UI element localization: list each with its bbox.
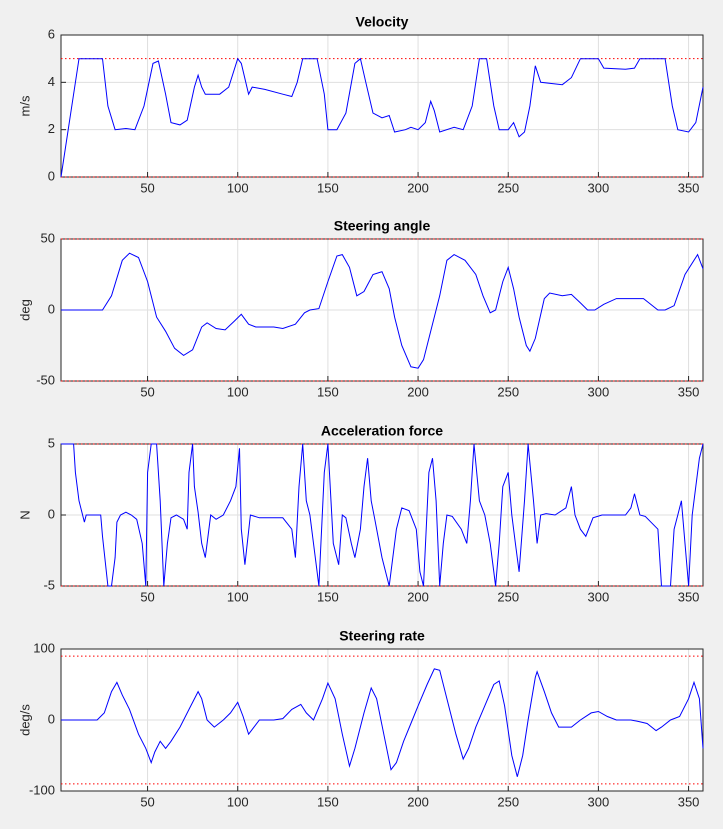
x-tick-label: 300 (588, 589, 610, 604)
x-tick-label: 350 (678, 384, 700, 399)
y-tick-label: 0 (48, 506, 55, 521)
x-tick-label: 350 (678, 589, 700, 604)
x-tick-label: 250 (497, 384, 519, 399)
x-tick-label: 50 (140, 384, 154, 399)
x-tick-label: 150 (317, 794, 339, 809)
y-axis-label: deg (17, 299, 32, 321)
subplot: 50 100 150 200 250 300 350 -100 0 100 Steering rat… (17, 628, 704, 809)
subplot: 50 100 150 200 250 300 350 0 2 4 6 Velocity m/s (17, 14, 704, 195)
x-tick-label: 150 (317, 589, 339, 604)
y-axis-label: m/s (17, 95, 32, 116)
chart-title: Steering angle (334, 218, 431, 234)
x-tick-label: 300 (588, 794, 610, 809)
y-tick-label: -50 (36, 372, 55, 387)
x-tick-label: 200 (407, 384, 429, 399)
x-tick-label: 200 (407, 794, 429, 809)
x-tick-label: 250 (497, 180, 519, 195)
y-axis-label: N (17, 510, 32, 519)
y-tick-label: 0 (48, 301, 55, 316)
subplot: 50 100 150 200 250 300 350 -5 0 5 Acceleration for… (17, 423, 704, 604)
y-tick-label: -100 (29, 782, 55, 797)
subplot: 50 100 150 200 250 300 350 -50 0 50 Steering angle… (17, 218, 704, 399)
x-tick-label: 200 (407, 589, 429, 604)
y-tick-label: 4 (48, 74, 55, 89)
data-line (61, 443, 704, 587)
chart-title: Acceleration force (321, 423, 443, 439)
plot-area (61, 35, 703, 177)
y-tick-label: 0 (48, 168, 55, 183)
x-tick-label: 250 (497, 794, 519, 809)
data-line (61, 668, 704, 777)
y-tick-label: 6 (48, 26, 55, 41)
chart-title: Steering rate (339, 628, 425, 644)
x-tick-label: 100 (227, 180, 249, 195)
x-tick-label: 50 (140, 180, 154, 195)
x-tick-label: 300 (588, 384, 610, 399)
y-axis-label: deg/s (17, 704, 32, 736)
x-tick-label: 350 (678, 180, 700, 195)
data-line (60, 57, 704, 178)
x-tick-label: 300 (588, 180, 610, 195)
x-tick-label: 100 (227, 384, 249, 399)
chart-title: Velocity (356, 14, 409, 30)
x-tick-label: 50 (140, 589, 154, 604)
y-tick-label: 50 (41, 230, 55, 245)
x-tick-label: 250 (497, 589, 519, 604)
x-tick-label: 100 (227, 794, 249, 809)
data-line (61, 252, 704, 369)
x-tick-label: 350 (678, 794, 700, 809)
y-tick-label: 100 (33, 640, 55, 655)
x-tick-label: 100 (227, 589, 249, 604)
y-tick-label: 5 (48, 435, 55, 450)
y-tick-label: 0 (48, 711, 55, 726)
x-tick-label: 200 (407, 180, 429, 195)
y-tick-label: 2 (48, 121, 55, 136)
x-tick-label: 50 (140, 794, 154, 809)
x-tick-label: 150 (317, 180, 339, 195)
x-tick-label: 150 (317, 384, 339, 399)
y-tick-label: -5 (43, 577, 55, 592)
